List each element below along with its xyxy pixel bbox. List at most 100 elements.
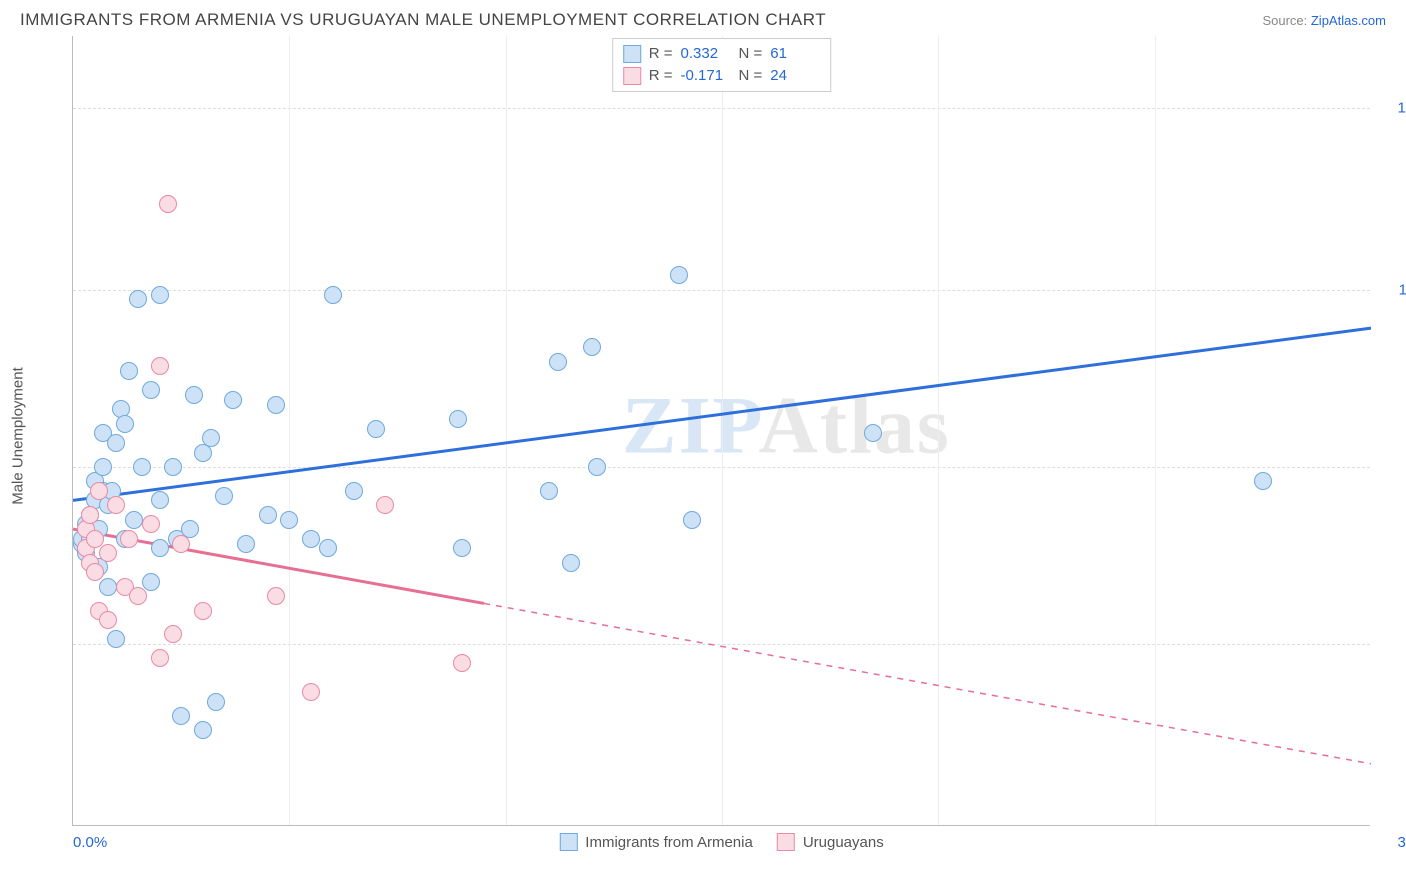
data-point: [259, 506, 277, 524]
data-point: [151, 649, 169, 667]
data-point: [1254, 472, 1272, 490]
data-point: [194, 721, 212, 739]
data-point: [99, 611, 117, 629]
data-point: [185, 386, 203, 404]
data-point: [319, 539, 337, 557]
legend-r-label: R =: [649, 43, 673, 65]
data-point: [142, 573, 160, 591]
legend-label: Immigrants from Armenia: [585, 834, 753, 851]
data-point: [90, 482, 108, 500]
data-point: [129, 587, 147, 605]
data-point: [302, 530, 320, 548]
y-axis-label: Male Unemployment: [10, 367, 27, 505]
data-point: [120, 530, 138, 548]
source-label: Source:: [1262, 13, 1310, 28]
source-attribution: Source: ZipAtlas.com: [1262, 13, 1386, 28]
data-point: [164, 458, 182, 476]
legend-n-label: N =: [739, 43, 763, 65]
y-tick-label: 11.2%: [1380, 281, 1406, 298]
data-point: [133, 458, 151, 476]
legend-row: R = 0.332 N = 61: [623, 43, 821, 65]
data-point: [324, 286, 342, 304]
legend-r-label: R =: [649, 65, 673, 87]
x-tick-min: 0.0%: [73, 834, 107, 851]
data-point: [151, 491, 169, 509]
data-point: [86, 563, 104, 581]
correlation-legend: R = 0.332 N = 61 R = -0.171 N = 24: [612, 38, 832, 92]
gridline-v: [722, 36, 723, 825]
legend-n-label: N =: [739, 65, 763, 87]
legend-n-value: 61: [770, 43, 820, 65]
data-point: [120, 362, 138, 380]
data-point: [151, 286, 169, 304]
data-point: [864, 424, 882, 442]
data-point: [107, 496, 125, 514]
legend-swatch: [777, 833, 795, 851]
legend-swatch: [559, 833, 577, 851]
data-point: [267, 396, 285, 414]
gridline-v: [1155, 36, 1156, 825]
data-point: [449, 410, 467, 428]
x-tick-max: 30.0%: [1380, 834, 1406, 851]
gridline-v: [506, 36, 507, 825]
y-tick-label: 15.0%: [1380, 99, 1406, 116]
y-tick-label: 3.8%: [1380, 636, 1406, 653]
legend-r-value: 0.332: [681, 43, 731, 65]
y-tick-label: 7.5%: [1380, 458, 1406, 475]
data-point: [588, 458, 606, 476]
legend-item: Uruguayans: [777, 833, 884, 851]
data-point: [172, 535, 190, 553]
data-point: [172, 707, 190, 725]
data-point: [280, 511, 298, 529]
data-point: [81, 506, 99, 524]
legend-label: Uruguayans: [803, 834, 884, 851]
series-legend: Immigrants from Armenia Uruguayans: [559, 833, 883, 851]
data-point: [267, 587, 285, 605]
data-point: [367, 420, 385, 438]
data-point: [207, 693, 225, 711]
gridline-v: [938, 36, 939, 825]
legend-swatch: [623, 67, 641, 85]
legend-row: R = -0.171 N = 24: [623, 65, 821, 87]
watermark: ZIPAtlas: [622, 378, 951, 472]
data-point: [99, 544, 117, 562]
data-point: [302, 683, 320, 701]
legend-item: Immigrants from Armenia: [559, 833, 753, 851]
chart-title: IMMIGRANTS FROM ARMENIA VS URUGUAYAN MAL…: [20, 10, 826, 30]
data-point: [116, 415, 134, 433]
trendline-dashed: [484, 603, 1371, 763]
data-point: [345, 482, 363, 500]
data-point: [562, 554, 580, 572]
data-point: [670, 266, 688, 284]
legend-n-value: 24: [770, 65, 820, 87]
data-point: [125, 511, 143, 529]
data-point: [194, 602, 212, 620]
data-point: [540, 482, 558, 500]
data-point: [215, 487, 233, 505]
chart-container: Male Unemployment ZIPAtlas 15.0%11.2%7.5…: [20, 36, 1386, 836]
data-point: [99, 578, 117, 596]
data-point: [224, 391, 242, 409]
data-point: [683, 511, 701, 529]
data-point: [151, 357, 169, 375]
source-link[interactable]: ZipAtlas.com: [1311, 13, 1386, 28]
data-point: [129, 290, 147, 308]
data-point: [142, 381, 160, 399]
legend-r-value: -0.171: [681, 65, 731, 87]
data-point: [453, 539, 471, 557]
data-point: [164, 625, 182, 643]
data-point: [237, 535, 255, 553]
legend-swatch: [623, 45, 641, 63]
data-point: [86, 530, 104, 548]
data-point: [549, 353, 567, 371]
data-point: [376, 496, 394, 514]
scatter-plot: ZIPAtlas 15.0%11.2%7.5%3.8%0.0%30.0%R =0…: [72, 36, 1370, 826]
data-point: [107, 434, 125, 452]
data-point: [583, 338, 601, 356]
data-point: [202, 429, 220, 447]
data-point: [94, 458, 112, 476]
gridline-v: [289, 36, 290, 825]
data-point: [151, 539, 169, 557]
data-point: [453, 654, 471, 672]
data-point: [142, 515, 160, 533]
